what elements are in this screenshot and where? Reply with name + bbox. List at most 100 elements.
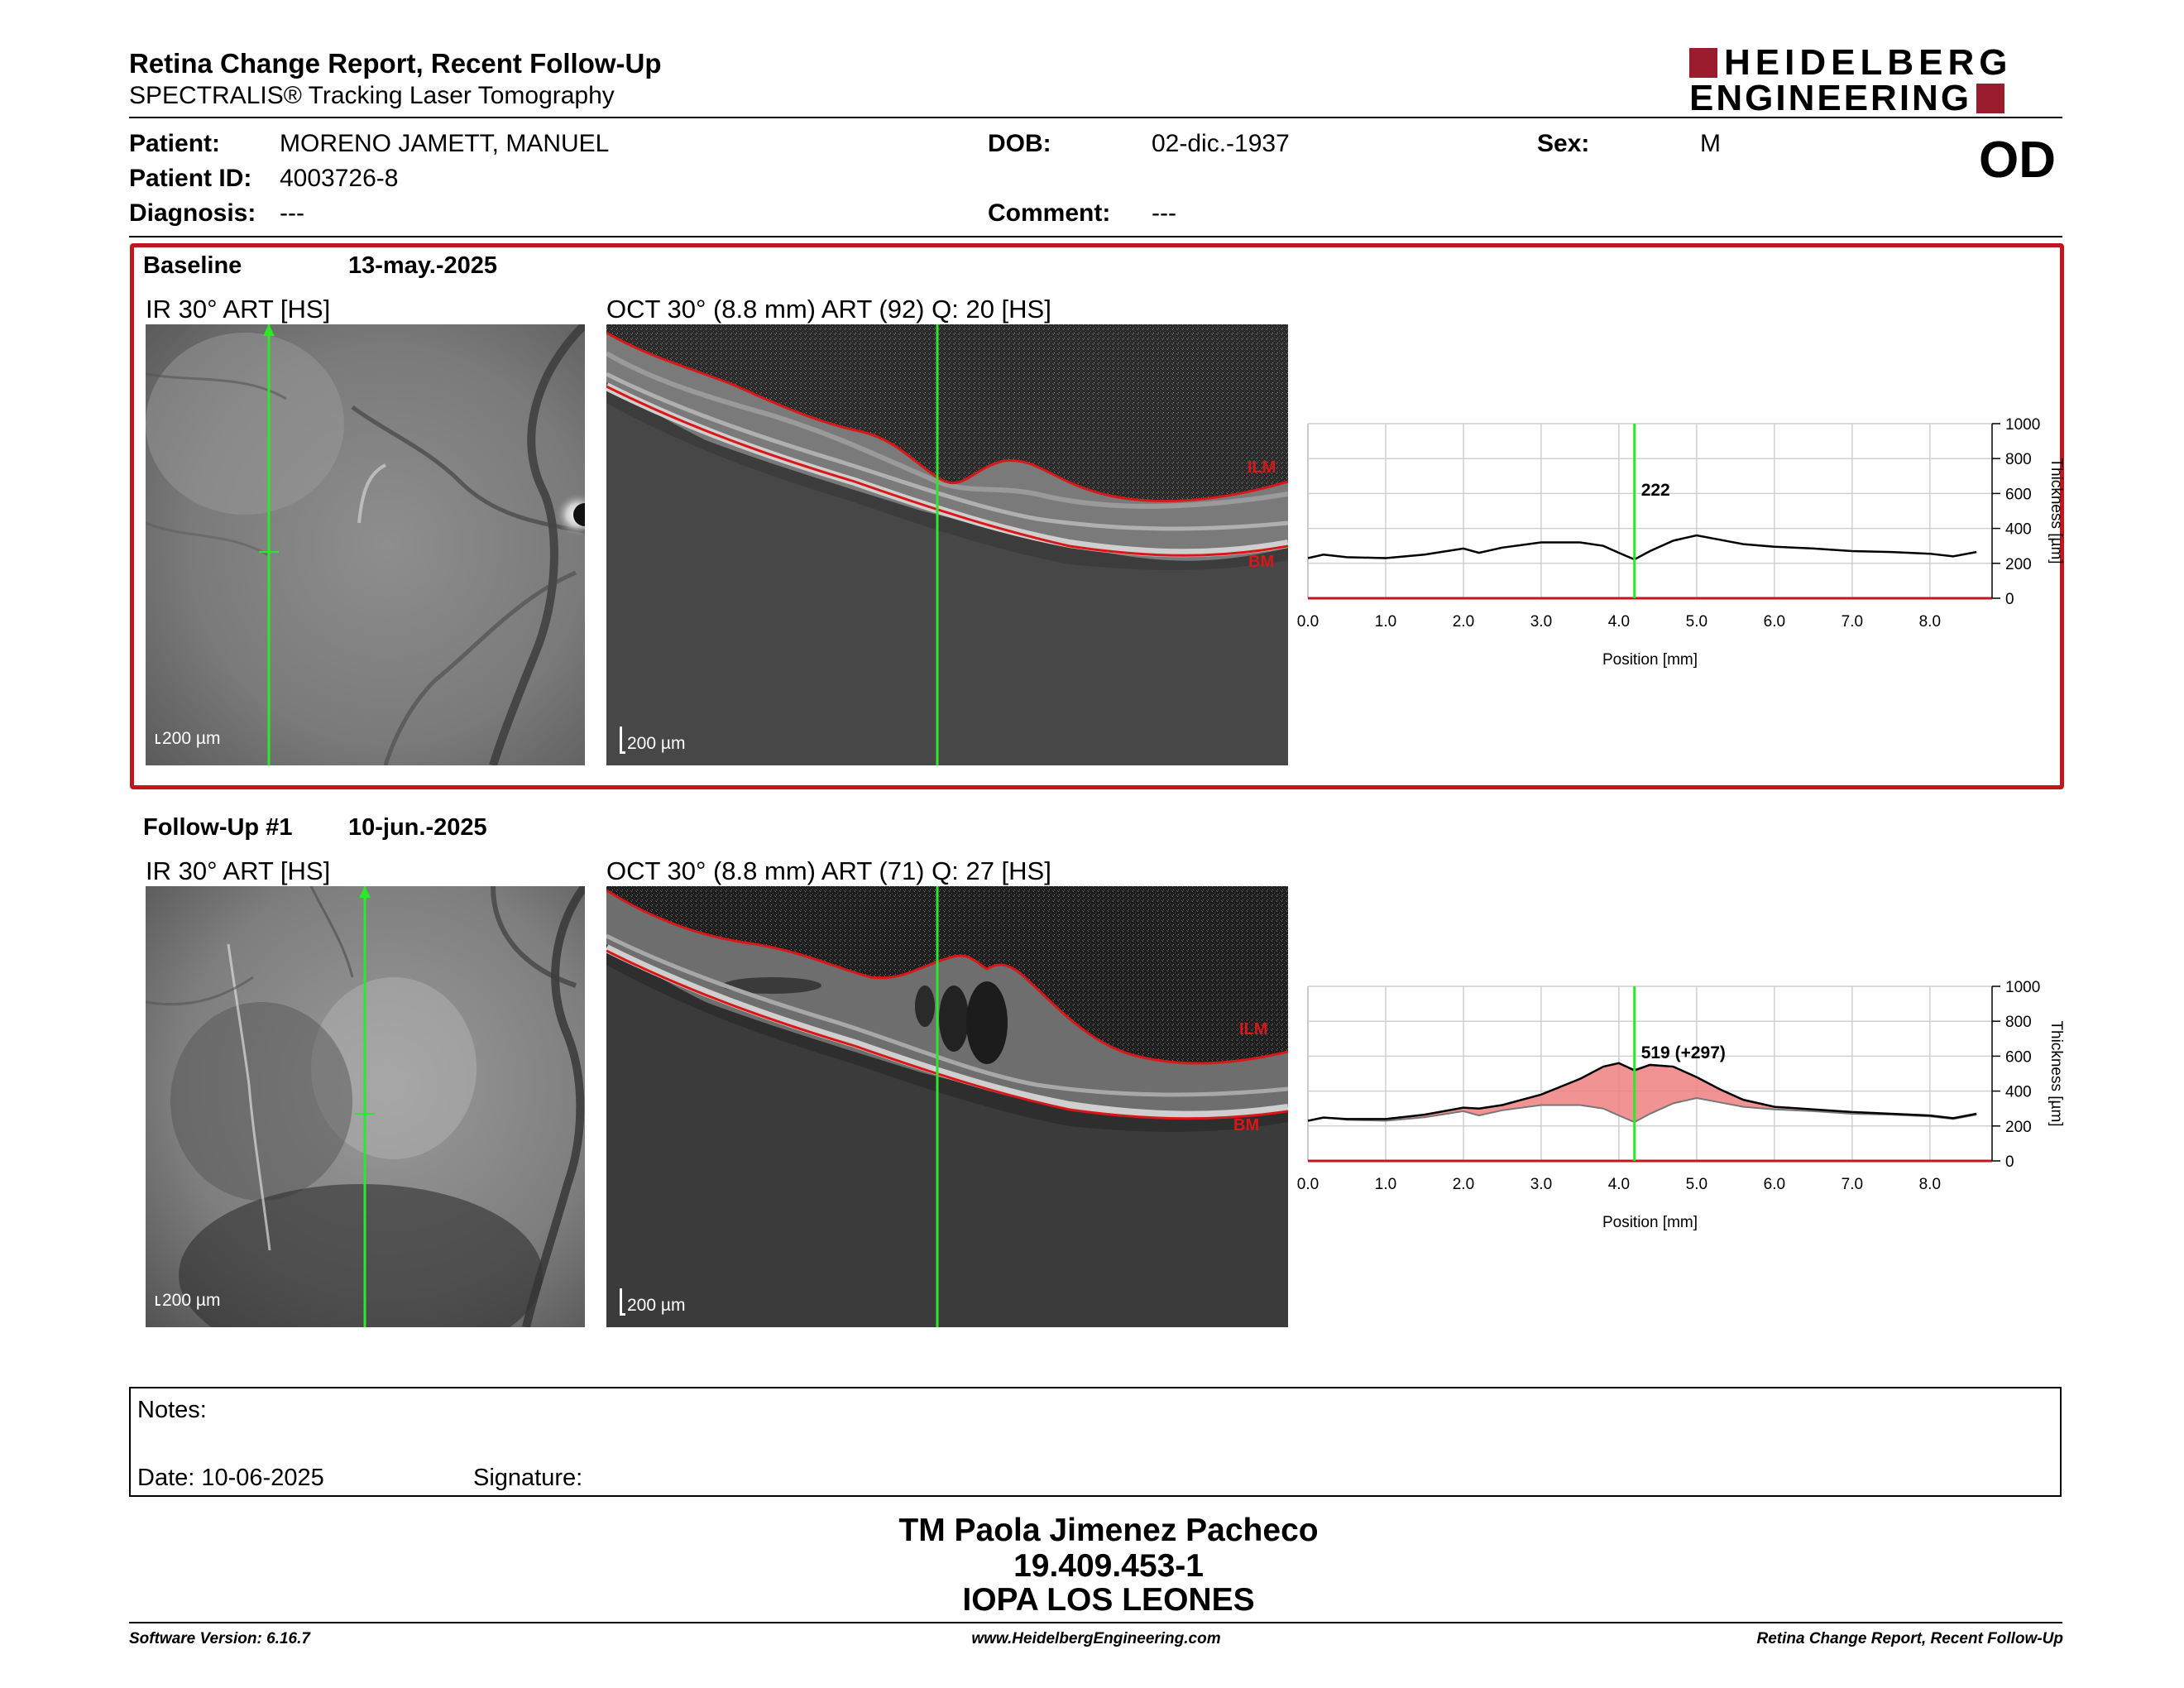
operator-name: TM Paola Jimenez Pacheco [898, 1513, 1319, 1548]
y-tick-label: 400 [2005, 521, 2032, 539]
followup-ir-image: 200 µm [146, 886, 585, 1327]
marker-value-label: 519 (+297) [1641, 1043, 1726, 1062]
followup-label: Follow-Up #1 [143, 814, 293, 841]
eye-indicator: OD [1979, 132, 2056, 189]
report-title: Retina Change Report, Recent Follow-Up [129, 48, 662, 79]
date-label: Date: 10-06-2025 [137, 1465, 324, 1491]
notes-label: Notes: [137, 1397, 207, 1423]
x-tick-label: 1.0 [1375, 1176, 1396, 1193]
thickness-change-area [1308, 1062, 1977, 1123]
y-tick-label: 800 [2005, 451, 2032, 468]
scale-bar-oct: 200 µm [620, 1288, 685, 1316]
y-tick-label: 600 [2005, 486, 2032, 503]
operator-id: 19.409.453-1 [1013, 1548, 1204, 1584]
comment-value: --- [1152, 199, 1176, 227]
heidelberg-logo: HEIDELBERG [1689, 42, 2013, 83]
x-tick-label: 8.0 [1919, 1176, 1941, 1193]
sex-label: Sex: [1537, 130, 1590, 157]
heidelberg-logo-line2: ENGINEERING [1689, 78, 2005, 118]
baseline-oct-image: ILM BM 200 µm [606, 324, 1288, 765]
y-axis-label: Thickness [µm] [2048, 1020, 2065, 1126]
y-tick-label: 200 [2005, 556, 2032, 573]
website-link[interactable]: www.HeidelbergEngineering.com [971, 1630, 1221, 1647]
y-tick-label: 1000 [2005, 416, 2040, 434]
comment-label: Comment: [988, 199, 1111, 227]
followup-thickness-chart: 0 200 400 600 800 1000 0.0 1.0 2.0 3.0 4.0 5.0 6.0 7.… [1297, 979, 2065, 1231]
scale-bar-icon [156, 734, 160, 744]
y-tick-label: 800 [2005, 1014, 2032, 1031]
followup-oct-label: OCT 30° (8.8 mm) ART (71) Q: 27 [HS] [606, 856, 1051, 885]
x-tick-label: 5.0 [1686, 613, 1707, 631]
x-tick-label: 7.0 [1842, 613, 1863, 631]
marker-value-label: 222 [1641, 481, 1670, 500]
y-tick-label: 0 [2005, 1153, 2014, 1171]
x-tick-label: 1.0 [1375, 613, 1396, 631]
y-tick-label: 600 [2005, 1048, 2032, 1066]
diagnosis-value: --- [280, 199, 304, 227]
series-line-baseline [1307, 534, 1977, 561]
scale-bar-icon [620, 1288, 625, 1316]
diagnosis-label: Diagnosis: [129, 199, 256, 227]
baseline-thickness-chart: 0 200 400 600 800 1000 0.0 1.0 2.0 3.0 4.0 5.0 6.0 7.… [1297, 416, 2065, 669]
x-tick-label: 3.0 [1530, 1176, 1552, 1193]
y-tick-label: 400 [2005, 1084, 2032, 1101]
divider [129, 236, 2062, 237]
divider [129, 1622, 2062, 1623]
followup-oct-image: ILM BM 200 µm [606, 886, 1288, 1327]
footer-report-name: Retina Change Report, Recent Follow-Up [1756, 1630, 2063, 1647]
scale-label: 200 µm [162, 1291, 221, 1310]
notes-box[interactable]: Notes: Date: 10-06-2025 Signature: [129, 1387, 2062, 1497]
scale-bar-oct: 200 µm [620, 727, 685, 754]
logo-line1: HEIDELBERG [1724, 42, 2013, 83]
y-tick-label: 1000 [2005, 979, 2040, 996]
scale-label: 200 µm [627, 734, 686, 753]
signature-label: Signature: [473, 1465, 583, 1491]
y-tick-label: 0 [2005, 591, 2014, 608]
logo-line2: ENGINEERING [1689, 78, 1972, 118]
x-tick-label: 2.0 [1453, 1176, 1474, 1193]
scale-bar-icon [156, 1296, 160, 1306]
y-tick-label: 200 [2005, 1119, 2032, 1136]
x-axis-label: Position [mm] [1602, 651, 1698, 669]
scale-bar-ir: 200 µm [156, 729, 220, 749]
scale-bar-icon [620, 727, 625, 754]
software-version: Software Version: 6.16.7 [129, 1630, 310, 1647]
y-axis-label: Thickness [µm] [2048, 458, 2065, 563]
institution: IOPA LOS LEONES [962, 1582, 1255, 1618]
report-subtitle: SPECTRALIS® Tracking Laser Tomography [129, 82, 615, 109]
patient-id-value: 4003726-8 [280, 165, 399, 192]
x-axis-label: Position [mm] [1602, 1214, 1698, 1231]
x-tick-label: 7.0 [1842, 1176, 1863, 1193]
patient-name: MORENO JAMETT, MANUEL [280, 130, 610, 157]
bm-label: BM [1233, 1116, 1260, 1134]
bm-label: BM [1248, 553, 1275, 571]
dob-value: 02-dic.-1937 [1152, 130, 1290, 157]
logo-square-icon [1976, 84, 2005, 113]
x-tick-label: 0.0 [1297, 1176, 1319, 1193]
followup-date: 10-jun.-2025 [348, 814, 487, 841]
scale-label: 200 µm [162, 729, 221, 748]
x-tick-label: 6.0 [1764, 1176, 1785, 1193]
baseline-oct-label: OCT 30° (8.8 mm) ART (92) Q: 20 [HS] [606, 295, 1051, 324]
x-tick-label: 5.0 [1686, 1176, 1707, 1193]
x-tick-label: 3.0 [1530, 613, 1552, 631]
ilm-label: ILM [1239, 1020, 1268, 1038]
patient-label: Patient: [129, 130, 221, 157]
followup-ir-label: IR 30° ART [HS] [146, 856, 331, 885]
ilm-label: ILM [1248, 458, 1276, 477]
baseline-label: Baseline [143, 252, 242, 279]
baseline-ir-label: IR 30° ART [HS] [146, 295, 331, 324]
x-tick-label: 4.0 [1608, 1176, 1630, 1193]
x-tick-label: 2.0 [1453, 613, 1474, 631]
baseline-section-frame [130, 243, 2064, 789]
dob-label: DOB: [988, 130, 1051, 157]
x-tick-label: 0.0 [1297, 613, 1319, 631]
x-tick-label: 8.0 [1919, 613, 1941, 631]
scale-bar-ir: 200 µm [156, 1291, 220, 1311]
patient-id-label: Patient ID: [129, 165, 252, 192]
logo-square-icon [1689, 48, 1717, 78]
baseline-ir-image: 200 µm [146, 324, 585, 765]
x-tick-label: 4.0 [1608, 613, 1630, 631]
scale-label: 200 µm [627, 1296, 686, 1315]
baseline-date: 13-may.-2025 [348, 252, 498, 279]
